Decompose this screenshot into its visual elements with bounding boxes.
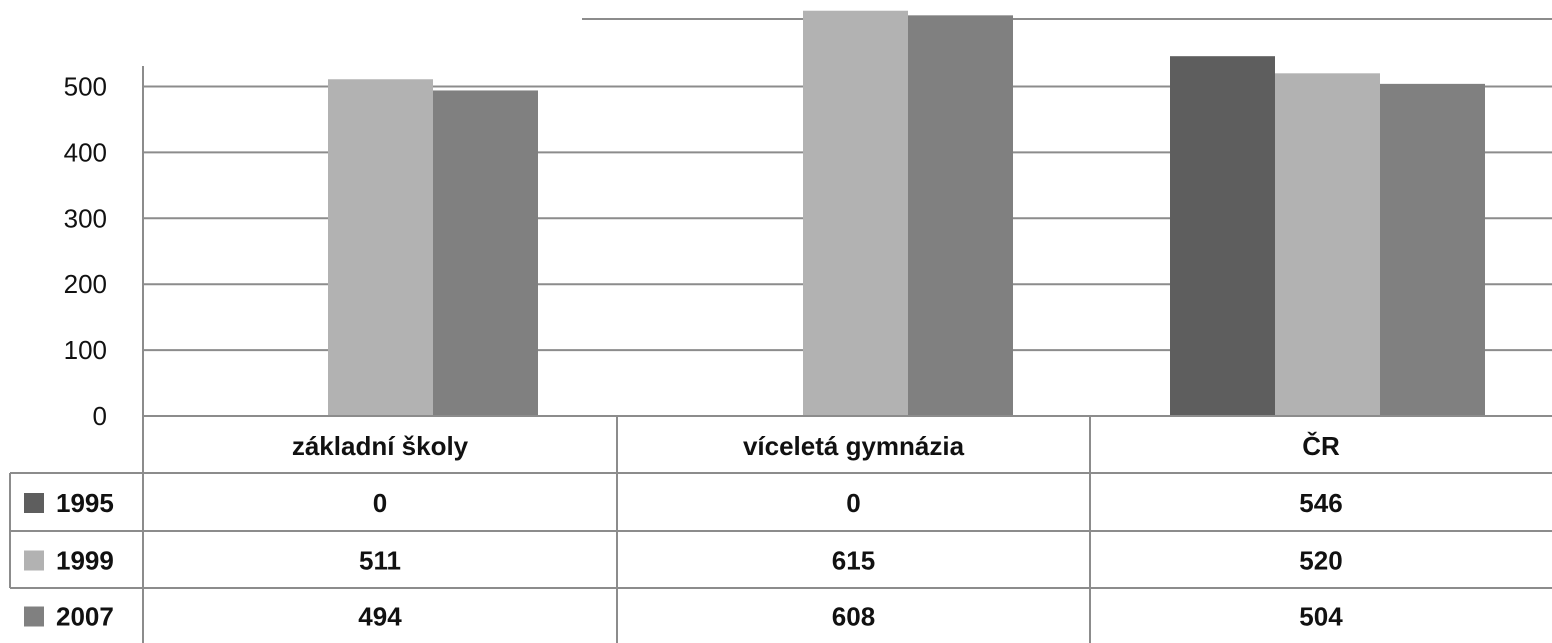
y-tick-label: 300 (64, 203, 107, 233)
y-tick-label: 100 (64, 335, 107, 365)
y-tick-label: 200 (64, 269, 107, 299)
series-label: 2007 (56, 602, 114, 632)
y-tick-label: 0 (93, 401, 107, 431)
data-value: 520 (1299, 546, 1342, 576)
y-axis: 0 100 200 300 400 500 (64, 66, 144, 643)
data-value: 504 (1299, 602, 1343, 632)
series-label: 1995 (56, 488, 114, 518)
category-label: víceletá gymnázia (743, 431, 965, 461)
data-value: 546 (1299, 488, 1342, 518)
y-tick-label: 500 (64, 72, 107, 102)
bar-1999-2 (1275, 73, 1380, 416)
legend-key (24, 606, 44, 627)
data-table: základní školy víceletá gymnázia ČR 1995 0 0 5… (9, 415, 1552, 643)
legend-key (24, 550, 44, 571)
bar-2007-0 (433, 90, 538, 416)
bars (328, 10, 1485, 417)
bar-1999-0 (328, 79, 433, 416)
data-value: 615 (832, 546, 875, 576)
bar-2007-1 (908, 15, 1013, 416)
bar-2007-2 (1380, 83, 1485, 416)
data-value: 0 (373, 488, 387, 518)
y-tick-label: 400 (64, 137, 107, 167)
data-value: 494 (358, 602, 402, 632)
bar-1995-2 (1170, 56, 1275, 416)
data-value: 0 (846, 488, 860, 518)
legend-key (24, 493, 44, 513)
category-label: základní školy (292, 431, 469, 461)
series-label: 1999 (56, 546, 114, 576)
data-value: 608 (832, 602, 875, 632)
data-value: 511 (359, 546, 401, 576)
bar-1999-1 (803, 10, 908, 417)
category-label: ČR (1302, 431, 1340, 461)
